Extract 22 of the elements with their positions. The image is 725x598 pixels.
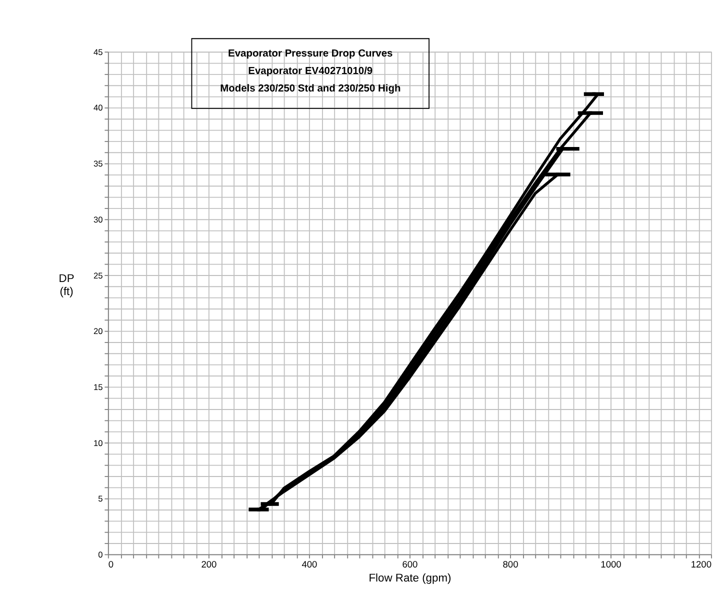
text: Evaporator Pressure Drop Curves: [228, 48, 393, 60]
x-tick-label: 1200: [690, 560, 712, 570]
y-tick-label: 45: [94, 46, 104, 57]
y-tick-label: 40: [94, 102, 104, 113]
y-tick-label: 0: [98, 549, 104, 560]
text: Evaporator EV40271010/9: [248, 66, 373, 77]
x-axis-title: Flow Rate (gpm): [368, 572, 452, 585]
x-tick-label: 200: [201, 560, 217, 570]
y-tick-label: 10: [94, 438, 104, 448]
x-tick-label: 0: [108, 560, 114, 570]
x-tick-label: 600: [402, 560, 418, 570]
x-tick-label: 800: [502, 560, 518, 570]
y-axis-title: DP (ft): [58, 272, 74, 298]
x-tick-label: 400: [302, 560, 318, 570]
x-tick-label: 1000: [600, 560, 622, 570]
y-tick-label: 30: [94, 214, 104, 224]
y-tick-label: 20: [94, 326, 104, 336]
y-tick-label: 5: [98, 494, 104, 504]
text: Models 230/250 Std and 230/250 High: [220, 84, 401, 95]
y-tick-label: 15: [94, 382, 104, 392]
y-tick-label: 25: [94, 270, 104, 280]
y-tick-label: 35: [94, 158, 104, 169]
